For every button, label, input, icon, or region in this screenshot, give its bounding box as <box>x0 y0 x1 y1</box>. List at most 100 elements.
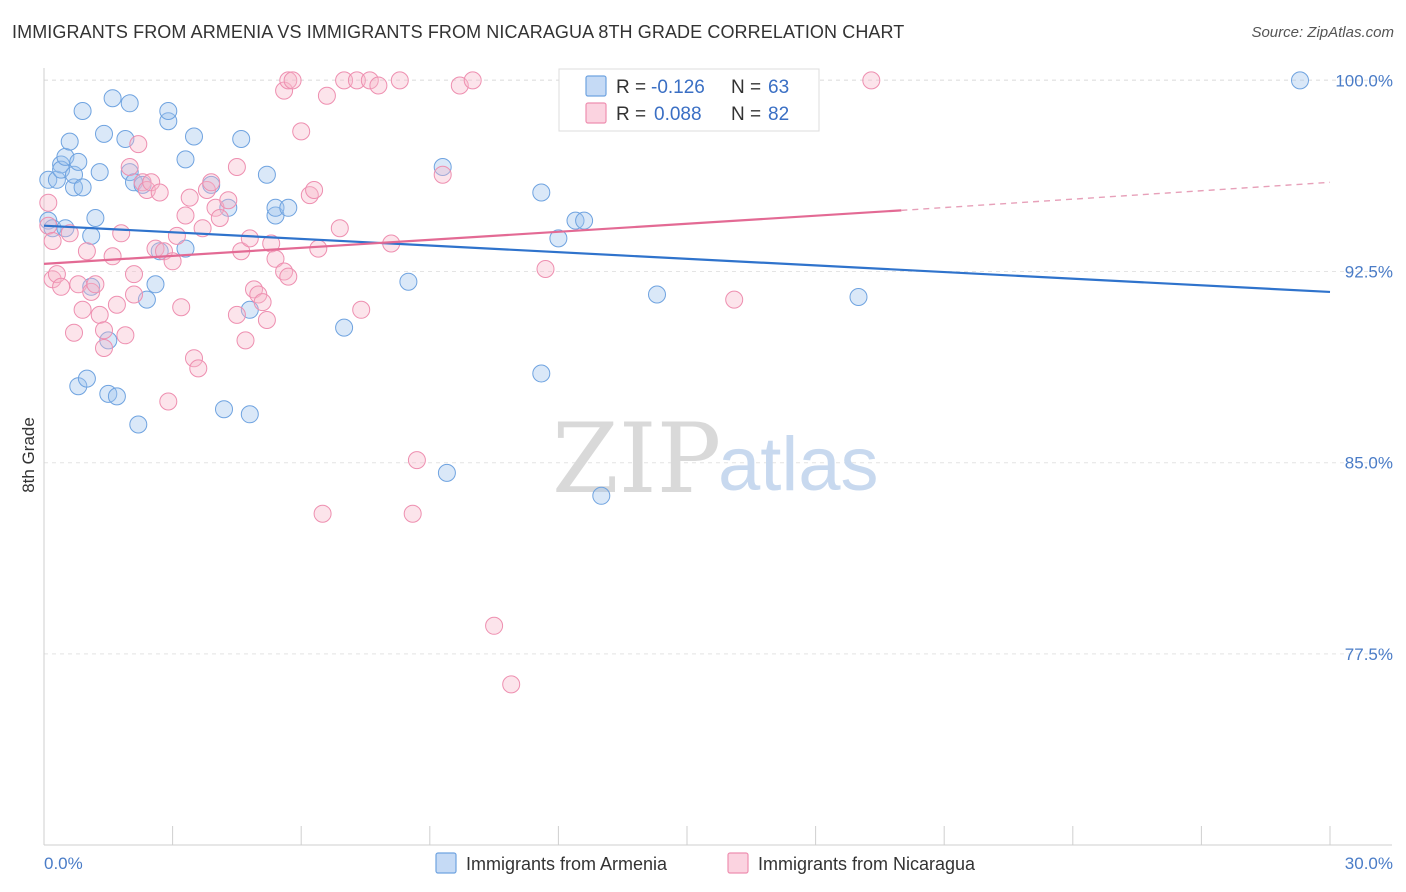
point-nicaragua <box>65 323 83 342</box>
point-nicaragua <box>279 71 298 90</box>
watermark-atlas: atlas <box>718 422 879 507</box>
point-nicaragua <box>176 206 195 225</box>
point-nicaragua <box>390 71 409 90</box>
point-armenia <box>95 124 113 143</box>
point-nicaragua <box>407 451 426 470</box>
legend: R = -0.126 N = 63 R = 0.088 N = 82 <box>558 68 820 132</box>
point-nicaragua <box>227 305 246 324</box>
legend-r-value-nicaragua: 0.088 <box>654 104 702 125</box>
point-armenia <box>399 272 418 291</box>
point-nicaragua <box>86 275 105 294</box>
point-armenia <box>86 209 105 227</box>
point-nicaragua <box>536 260 555 278</box>
point-nicaragua <box>369 76 388 95</box>
legend-swatch-armenia <box>585 75 607 97</box>
point-nicaragua <box>39 193 58 212</box>
bottom-legend-swatch-armenia <box>435 852 457 874</box>
point-armenia <box>82 226 101 245</box>
point-nicaragua <box>189 359 208 378</box>
point-nicaragua <box>52 277 71 296</box>
point-nicaragua <box>116 326 135 345</box>
y-tick-labels: 77.5% 85.0% 92.5% 100.0% <box>1335 71 1393 663</box>
point-nicaragua <box>77 242 96 261</box>
point-armenia <box>849 288 868 306</box>
point-nicaragua <box>330 219 349 238</box>
point-armenia <box>146 275 165 294</box>
axes <box>43 68 1392 846</box>
point-armenia <box>437 463 456 482</box>
point-nicaragua <box>107 295 126 314</box>
point-armenia <box>120 94 139 113</box>
point-armenia <box>77 369 96 388</box>
point-nicaragua <box>352 300 371 319</box>
data-points <box>39 71 1309 694</box>
y-tick-label: 92.5% <box>1345 263 1393 282</box>
point-nicaragua <box>210 209 229 227</box>
point-nicaragua <box>172 298 191 317</box>
point-nicaragua <box>433 165 452 184</box>
point-nicaragua <box>202 173 221 192</box>
point-nicaragua <box>95 321 113 340</box>
point-armenia <box>232 130 251 148</box>
point-nicaragua <box>317 86 336 105</box>
point-armenia <box>257 165 276 184</box>
x-tick-label-min: 0.0% <box>44 854 83 873</box>
point-nicaragua <box>236 331 255 350</box>
point-nicaragua <box>283 71 302 90</box>
point-armenia <box>575 211 594 230</box>
point-nicaragua <box>313 504 332 523</box>
bottom-legend-swatch-nicaragua <box>727 852 749 874</box>
point-armenia <box>215 400 233 419</box>
legend-n-value-nicaragua: 82 <box>768 104 789 125</box>
legend-n-value-armenia: 63 <box>768 77 789 98</box>
point-armenia <box>90 163 109 182</box>
point-armenia <box>433 158 452 176</box>
trend-line-armenia <box>43 224 1331 294</box>
point-armenia <box>176 150 195 169</box>
point-nicaragua <box>305 181 324 199</box>
point-nicaragua <box>279 267 298 286</box>
point-nicaragua <box>219 191 238 210</box>
legend-r-value-armenia: -0.126 <box>651 77 705 98</box>
point-armenia <box>107 387 126 406</box>
legend-r-label-nicaragua: R = <box>616 104 646 125</box>
grid-lines <box>44 79 1392 655</box>
point-nicaragua <box>180 188 199 207</box>
point-nicaragua <box>862 71 881 90</box>
point-nicaragua <box>120 158 139 176</box>
y-tick-label: 77.5% <box>1345 645 1393 664</box>
point-nicaragua <box>125 285 143 304</box>
legend-n-label-armenia: N = <box>731 77 761 98</box>
point-nicaragua <box>403 504 422 523</box>
point-armenia <box>103 89 122 108</box>
point-armenia <box>159 112 178 131</box>
point-nicaragua <box>112 224 131 243</box>
point-nicaragua <box>257 311 276 329</box>
point-nicaragua <box>60 224 79 243</box>
legend-r-label-armenia: R = <box>616 77 646 98</box>
y-tick-label: 100.0% <box>1335 71 1393 90</box>
trend-lines <box>43 181 1331 294</box>
point-armenia <box>532 364 551 383</box>
point-nicaragua <box>193 219 212 238</box>
point-nicaragua <box>167 226 186 245</box>
point-armenia <box>129 415 148 434</box>
point-armenia <box>176 239 195 258</box>
point-armenia <box>335 318 354 337</box>
legend-swatch-nicaragua <box>585 102 607 124</box>
legend-n-label-nicaragua: N = <box>731 104 761 125</box>
point-nicaragua <box>227 158 246 176</box>
point-nicaragua <box>95 339 113 357</box>
point-armenia <box>549 229 568 248</box>
point-nicaragua <box>725 290 744 309</box>
point-nicaragua <box>150 183 169 202</box>
point-nicaragua <box>347 71 366 90</box>
point-armenia <box>120 163 139 182</box>
point-armenia <box>159 102 178 120</box>
chart-title: IMMIGRANTS FROM ARMENIA VS IMMIGRANTS FR… <box>12 22 905 42</box>
point-armenia <box>648 285 666 304</box>
point-nicaragua <box>292 122 311 141</box>
point-armenia <box>266 198 285 217</box>
point-nicaragua <box>125 265 143 284</box>
